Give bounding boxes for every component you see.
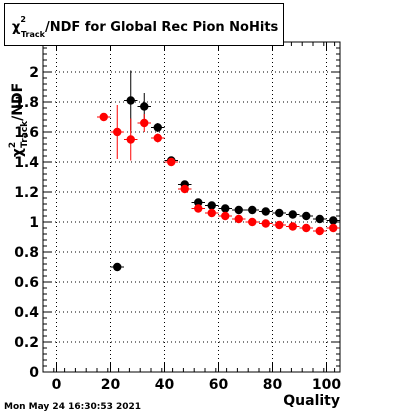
x-tick-labels: 0 20 40 60 80 100 <box>52 377 342 393</box>
title-box: χ2 Track/NDF for Global Rec Pion NoHits <box>4 3 284 46</box>
chart-title-symbol: χ <box>12 20 21 35</box>
x-tick-label: 100 <box>312 377 341 393</box>
x-tick-label: 20 <box>101 377 121 393</box>
y-axis-title-superscript: 2 <box>8 142 18 148</box>
chart-title-subscript: Track <box>21 30 46 39</box>
y-tick-label: 1.6 <box>14 125 39 141</box>
timestamp-footer: Mon May 24 16:30:53 2021 <box>4 402 141 412</box>
data-point <box>275 208 284 218</box>
data-point <box>113 127 122 137</box>
chart-title-superscript: 2 <box>20 15 26 24</box>
data-point <box>126 96 135 105</box>
y-axis-title-subscript: Track <box>20 120 30 148</box>
y-axis-title: χ2 Track/NDF <box>8 83 30 157</box>
y-tick-label: 0.4 <box>14 305 39 321</box>
y-tick-label: 1.8 <box>14 95 39 111</box>
data-point <box>207 208 216 218</box>
x-tick-label: 80 <box>263 377 283 393</box>
data-point <box>261 219 270 228</box>
data-point <box>248 217 257 227</box>
y-tick-label: 0.6 <box>14 275 39 291</box>
data-point <box>302 211 311 221</box>
data-point <box>261 207 270 216</box>
y-tick-label: 1.4 <box>14 155 39 171</box>
data-point <box>302 223 311 233</box>
data-point <box>221 204 230 213</box>
data-point <box>315 226 324 236</box>
y-axis-title-rest: /NDF <box>10 83 26 121</box>
data-point <box>153 123 162 132</box>
y-tick-label: 1 <box>29 215 39 231</box>
data-point <box>140 118 149 128</box>
chart-title-rest: /NDF for Global Rec Pion NoHits <box>45 20 279 35</box>
data-point <box>275 220 284 230</box>
data-point <box>288 210 297 219</box>
y-tick-label: 0.8 <box>14 245 39 261</box>
y-tick-label: 2 <box>29 65 39 81</box>
data-points <box>99 96 338 272</box>
x-tick-label: 60 <box>209 377 229 393</box>
y-tick-label: 0.2 <box>14 335 39 351</box>
data-point <box>221 211 230 221</box>
y-tick-labels: 0 0.2 0.4 0.6 0.8 1 1.2 1.4 1.6 1.8 2 <box>14 65 39 381</box>
data-point <box>194 198 203 207</box>
data-point <box>329 223 338 233</box>
grid-lines <box>43 42 340 373</box>
plot-frame <box>42 41 341 373</box>
data-point <box>113 262 122 272</box>
title-svg: χ2 Track/NDF for Global Rec Pion NoHits <box>12 15 279 39</box>
chart-title: χ2 Track/NDF for Global Rec Pion NoHits <box>12 15 279 39</box>
data-point <box>180 184 189 194</box>
data-point <box>126 135 135 144</box>
data-point <box>99 112 108 122</box>
data-point <box>234 205 243 215</box>
data-point <box>248 205 257 215</box>
data-point <box>234 214 243 224</box>
data-point <box>194 204 203 213</box>
data-point <box>207 201 216 210</box>
data-point <box>315 214 324 224</box>
x-tick-label: 40 <box>155 377 175 393</box>
y-tick-label: 0 <box>29 365 39 381</box>
x-axis-title: Quality <box>283 393 340 409</box>
data-point <box>167 157 176 167</box>
data-point <box>329 216 338 225</box>
y-tick-label: 1.2 <box>14 185 39 201</box>
data-point <box>288 222 297 231</box>
data-point <box>153 133 162 143</box>
data-point <box>140 102 149 111</box>
y-axis-title-symbol: χ <box>10 148 26 157</box>
x-tick-label: 0 <box>52 377 62 393</box>
axis-ticks <box>42 41 340 373</box>
